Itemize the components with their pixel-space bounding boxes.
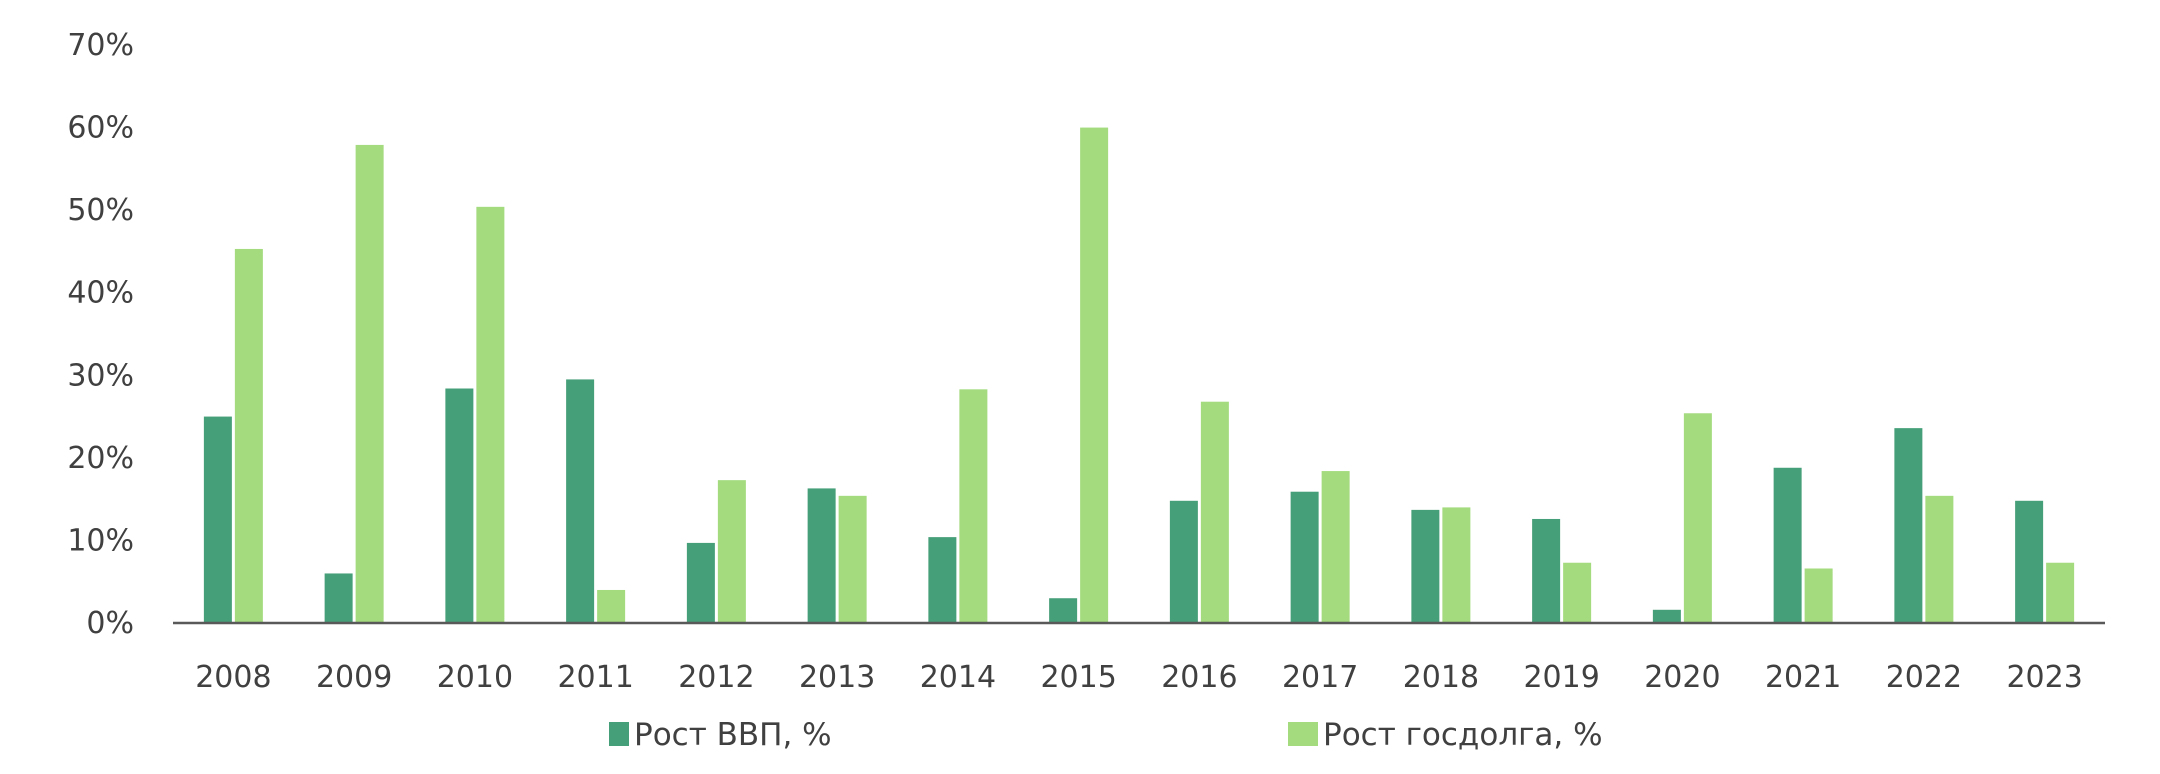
x-tick-label: 2019 <box>1523 660 1599 695</box>
x-tick-label: 2008 <box>195 660 271 695</box>
bar-gdp-2020 <box>1652 609 1681 623</box>
y-tick-label: 50% <box>67 193 134 228</box>
bar-debt-2011 <box>597 589 626 623</box>
legend: Рост ВВП, % Рост госдолга, % <box>609 717 1603 753</box>
legend-swatch <box>609 722 629 746</box>
bar-debt-2009 <box>355 144 384 623</box>
x-tick-label: 2020 <box>1644 660 1720 695</box>
bar-debt-2015 <box>1080 127 1109 624</box>
x-tick-label: 2021 <box>1765 660 1841 695</box>
bar-debt-2019 <box>1563 562 1592 623</box>
bar-gdp-2023 <box>2015 500 2044 623</box>
bar-debt-2010 <box>476 206 505 623</box>
x-tick-label: 2011 <box>557 660 633 695</box>
y-tick-label: 0% <box>86 606 134 641</box>
x-tick-label: 2012 <box>678 660 754 695</box>
bar-debt-2017 <box>1321 471 1350 623</box>
bar-gdp-2018 <box>1411 509 1440 623</box>
x-tick-label: 2014 <box>920 660 996 695</box>
x-tick-label: 2015 <box>1040 660 1116 695</box>
x-tick-label: 2023 <box>2006 660 2082 695</box>
bar-gdp-2008 <box>203 416 232 623</box>
bar-gdp-2014 <box>928 537 957 623</box>
y-tick-label: 20% <box>67 441 134 476</box>
y-tick-label: 10% <box>67 523 134 558</box>
bar-gdp-2021 <box>1773 467 1802 623</box>
bar-gdp-2013 <box>807 488 836 623</box>
bar-gdp-2022 <box>1894 428 1923 623</box>
x-tick-label: 2013 <box>799 660 875 695</box>
bar-gdp-2012 <box>686 542 715 623</box>
bar-debt-2021 <box>1804 568 1833 623</box>
bars <box>203 127 2075 624</box>
bar-debt-2008 <box>234 248 263 624</box>
bar-debt-2018 <box>1442 507 1471 623</box>
x-tick-label: 2010 <box>437 660 513 695</box>
legend-label: Рост ВВП, % <box>634 717 832 753</box>
x-tick-label: 2016 <box>1161 660 1237 695</box>
bar-gdp-2017 <box>1290 491 1319 623</box>
bar-debt-2013 <box>838 495 867 623</box>
x-tick-label: 2022 <box>1886 660 1962 695</box>
bar-debt-2022 <box>1925 495 1954 623</box>
bar-gdp-2019 <box>1532 518 1561 623</box>
bar-gdp-2015 <box>1049 598 1078 623</box>
bar-debt-2012 <box>717 480 746 623</box>
y-tick-label: 70% <box>67 28 134 63</box>
y-tick-label: 60% <box>67 111 134 146</box>
bar-debt-2014 <box>959 389 988 623</box>
y-tick-label: 40% <box>67 276 134 311</box>
x-tick-label: 2009 <box>316 660 392 695</box>
bar-gdp-2011 <box>566 379 595 623</box>
y-tick-label: 30% <box>67 358 134 393</box>
bar-debt-2016 <box>1200 401 1229 623</box>
legend-swatch <box>1288 722 1318 746</box>
bar-debt-2020 <box>1683 413 1712 623</box>
bar-debt-2023 <box>2046 562 2075 623</box>
bar-gdp-2010 <box>445 388 474 623</box>
x-axis: 2008 2009 2010 2011 2012 2013 2014 2015 2016 2017… <box>195 660 2083 695</box>
y-axis: 0% 10% 20% 30% 40% 50% 60% 70% <box>67 28 134 641</box>
x-tick-label: 2018 <box>1403 660 1479 695</box>
x-tick-label: 2017 <box>1282 660 1358 695</box>
legend-label: Рост госдолга, % <box>1323 717 1603 753</box>
bar-gdp-2009 <box>324 573 353 623</box>
bar-gdp-2016 <box>1169 500 1198 623</box>
